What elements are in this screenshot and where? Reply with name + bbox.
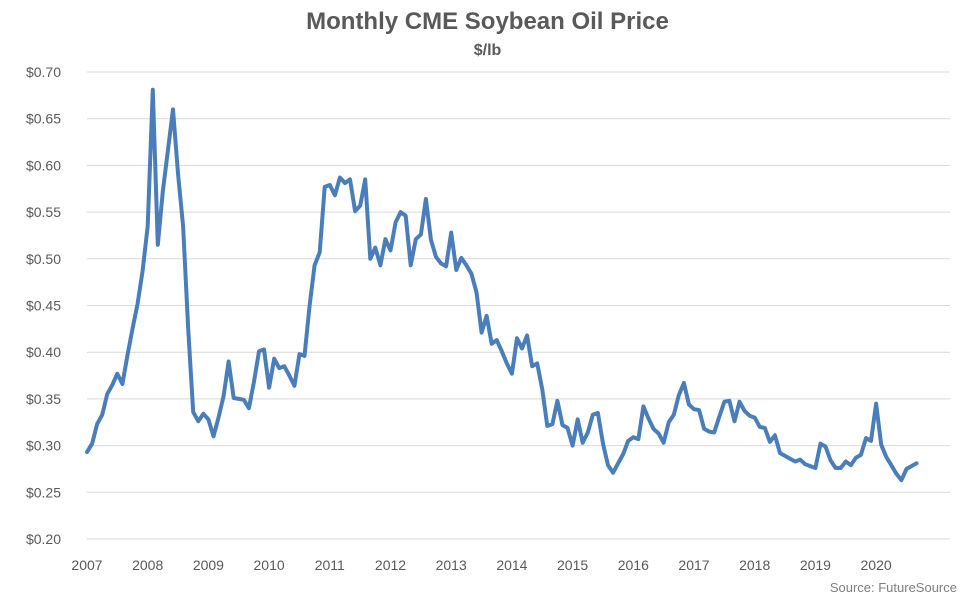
x-tick-label: 2007: [71, 557, 102, 573]
source-note: Source: FutureSource: [829, 580, 957, 595]
chart-title: Monthly CME Soybean Oil Price: [306, 8, 669, 35]
y-tick-label: $0.55: [26, 204, 61, 220]
y-tick-label: $0.20: [26, 531, 61, 547]
x-tick-label: 2011: [315, 557, 345, 573]
x-tick-label: 2016: [618, 557, 649, 573]
y-tick-label: $0.50: [26, 251, 61, 267]
x-tick-label: 2013: [436, 557, 467, 573]
x-tick-label: 2008: [132, 557, 163, 573]
series-line: [85, 87, 919, 483]
y-tick-label: $0.25: [26, 484, 61, 500]
y-tick-label: $0.60: [26, 157, 61, 173]
y-axis-ticks: $0.20 $0.25 $0.30 $0.35 $0.40 $0.45 $0.50 $0.55…: [26, 64, 61, 547]
y-tick-label: $0.45: [26, 298, 61, 314]
x-tick-label: 2019: [800, 557, 831, 573]
y-tick-label: $0.40: [26, 344, 61, 360]
x-tick-label: 2018: [739, 557, 770, 573]
x-tick-label: 2014: [496, 557, 527, 573]
x-tick-label: 2020: [861, 557, 892, 573]
x-tick-label: 2015: [557, 557, 588, 573]
x-axis-ticks: 2007 2008 2009 2010 2011 2012 2013 2014 2015 2016…: [71, 557, 891, 573]
x-tick-label: 2010: [254, 557, 285, 573]
gridlines: [87, 71, 950, 540]
x-tick-label: 2012: [375, 557, 406, 573]
y-tick-label: $0.65: [26, 111, 61, 127]
y-tick-label: $0.35: [26, 391, 61, 407]
x-tick-label: 2017: [678, 557, 709, 573]
y-tick-label: $0.70: [26, 64, 61, 80]
chart-subtitle: $/lb: [473, 42, 502, 59]
y-tick-label: $0.30: [26, 438, 61, 454]
x-tick-label: 2009: [193, 557, 224, 573]
